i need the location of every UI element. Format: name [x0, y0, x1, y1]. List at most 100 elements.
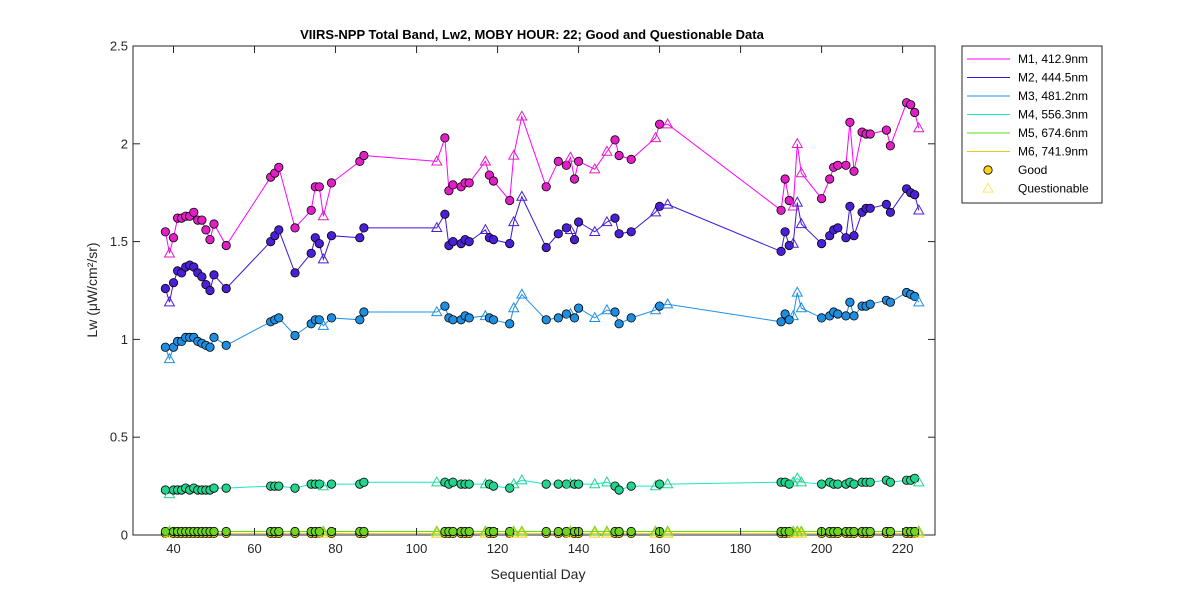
- good-point: [221, 340, 231, 350]
- good-point: [274, 313, 284, 323]
- x-tick-label: 80: [328, 541, 342, 556]
- good-point: [865, 477, 875, 487]
- good-point: [885, 207, 896, 217]
- good-point: [776, 317, 786, 327]
- good-point: [464, 178, 474, 188]
- y-tick-label: 0: [121, 528, 128, 543]
- good-point: [209, 526, 219, 537]
- x-tick-label: 160: [649, 541, 671, 556]
- good-point: [553, 229, 563, 239]
- legend-label: Good: [1018, 163, 1047, 177]
- questionable-point: [913, 475, 925, 487]
- good-point: [626, 154, 636, 164]
- x-tick-label: 140: [568, 541, 590, 556]
- good-point: [833, 479, 843, 489]
- good-point: [569, 174, 580, 184]
- good-point: [205, 342, 215, 352]
- good-point: [816, 239, 827, 249]
- good-point: [816, 479, 827, 489]
- y-tick-label: 1: [121, 332, 128, 347]
- legend-label: M3, 481.2nm: [1018, 89, 1088, 103]
- legend-label: M4, 556.3nm: [1018, 108, 1088, 122]
- good-point: [168, 278, 179, 288]
- questionable-point: [588, 477, 601, 489]
- questionable-point: [588, 311, 601, 323]
- good-point: [561, 160, 572, 170]
- good-point: [541, 182, 551, 192]
- good-point: [541, 526, 551, 537]
- good-point: [881, 125, 892, 135]
- questionable-point: [791, 472, 804, 483]
- good-point: [355, 315, 365, 325]
- good-point: [561, 223, 572, 233]
- questionable-point: [564, 223, 577, 235]
- questionable-point: [795, 301, 808, 313]
- good-point: [626, 526, 636, 537]
- good-point: [776, 205, 786, 215]
- good-point: [841, 233, 851, 243]
- good-point: [448, 477, 458, 487]
- good-point: [306, 205, 316, 215]
- good-point: [610, 135, 620, 145]
- good-point: [849, 526, 859, 537]
- questionable-point: [795, 527, 808, 538]
- good-point: [274, 225, 284, 235]
- good-point: [290, 223, 300, 233]
- series-3: [160, 286, 925, 364]
- questionable-point: [564, 151, 577, 162]
- good-point: [505, 239, 515, 249]
- good-point: [541, 479, 551, 489]
- good-point: [780, 174, 790, 184]
- good-point: [314, 239, 324, 249]
- good-point: [573, 217, 584, 227]
- good-point: [885, 477, 896, 487]
- good-point: [885, 526, 896, 537]
- plot-frame: [132, 45, 936, 536]
- good-point: [910, 107, 920, 118]
- good-point: [833, 526, 843, 537]
- good-point: [849, 311, 859, 321]
- questionable-point: [163, 247, 176, 258]
- good-point: [326, 479, 337, 489]
- questionable-point: [601, 475, 613, 487]
- good-point: [849, 231, 859, 241]
- good-point: [610, 307, 620, 317]
- questionable-point: [791, 286, 804, 297]
- questionable-point: [430, 525, 443, 536]
- questionable-point: [430, 527, 443, 538]
- questionable-point: [588, 225, 601, 236]
- questionable-point: [787, 200, 800, 211]
- y-tick-label: 1.5: [110, 234, 128, 249]
- good-point: [553, 313, 563, 323]
- questionable-point: [649, 206, 662, 217]
- good-point: [326, 313, 337, 323]
- good-point: [910, 190, 920, 200]
- good-point: [569, 313, 580, 323]
- questionable-point: [913, 296, 925, 307]
- y-tick-label: 0.5: [110, 430, 128, 445]
- good-point: [160, 227, 170, 237]
- questionable-point: [601, 215, 613, 227]
- good-point: [326, 526, 337, 537]
- good-point: [865, 526, 875, 537]
- x-tick-label: 60: [247, 541, 261, 556]
- good-point: [355, 233, 365, 243]
- x-tick-label: 200: [811, 541, 833, 556]
- legend-label: M2, 444.5nm: [1018, 71, 1088, 85]
- questionable-point: [661, 198, 674, 209]
- questionable-point: [601, 525, 613, 536]
- good-point: [626, 313, 636, 323]
- legend-label: M6, 741.9nm: [1018, 145, 1088, 159]
- questionable-point: [661, 118, 674, 129]
- good-point: [849, 166, 859, 176]
- good-point: [359, 150, 369, 161]
- questionable-point: [661, 477, 674, 489]
- good-point: [488, 315, 499, 325]
- axis-layer: 40 60 80 100 120 140 160 180 200 220 0 0.5 1 1.5 2 2.5: [110, 39, 935, 556]
- questionable-point: [163, 296, 176, 307]
- questionable-point: [430, 221, 443, 233]
- good-point: [654, 119, 665, 129]
- good-point: [885, 141, 896, 151]
- good-point: [841, 160, 851, 170]
- legend: M1, 412.9nm M2, 444.5nm M3, 481.2nm M4, 556…: [961, 45, 1103, 204]
